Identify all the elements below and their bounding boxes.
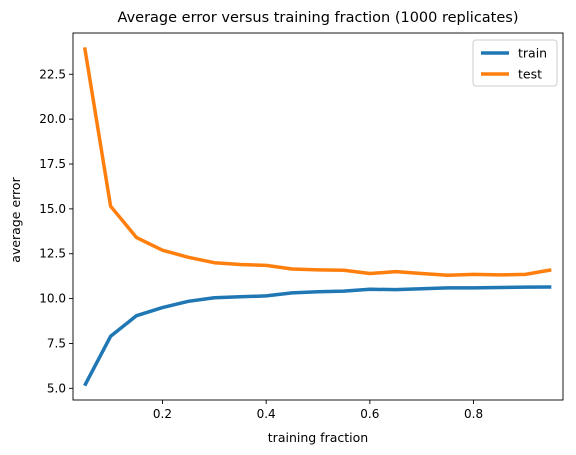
axes-frame — [72, 32, 564, 401]
x-tick-label: 0.4 — [257, 407, 276, 421]
series-line-test — [82, 47, 552, 278]
y-tick-label: 12.5 — [39, 247, 66, 261]
x-tick-label: 0.2 — [153, 407, 172, 421]
legend-label-train: train — [518, 46, 547, 61]
y-axis-label: average error — [8, 176, 23, 262]
legend-label-test: test — [518, 67, 542, 82]
y-tick-label: 15.0 — [39, 202, 66, 216]
y-tick-label: 22.5 — [39, 67, 66, 81]
x-axis-label: training fraction — [268, 430, 368, 445]
y-tick-label: 7.5 — [47, 336, 66, 350]
x-tick-label: 0.6 — [360, 407, 379, 421]
y-tick-label: 10.0 — [39, 292, 66, 306]
series-line-train — [83, 285, 552, 387]
plot-area: 0.2 0.4 0.6 0.8 5.0 7.5 10.0 12.5 15.0 17.5 20.0 22… — [39, 32, 564, 421]
y-tick-label: 5.0 — [47, 381, 66, 395]
chart-title: Average error versus training fraction (… — [118, 10, 519, 26]
y-tick-label: 17.5 — [39, 157, 66, 171]
legend: train test — [472, 39, 558, 87]
x-tick-label: 0.8 — [464, 407, 483, 421]
y-tick-label: 20.0 — [39, 112, 66, 126]
